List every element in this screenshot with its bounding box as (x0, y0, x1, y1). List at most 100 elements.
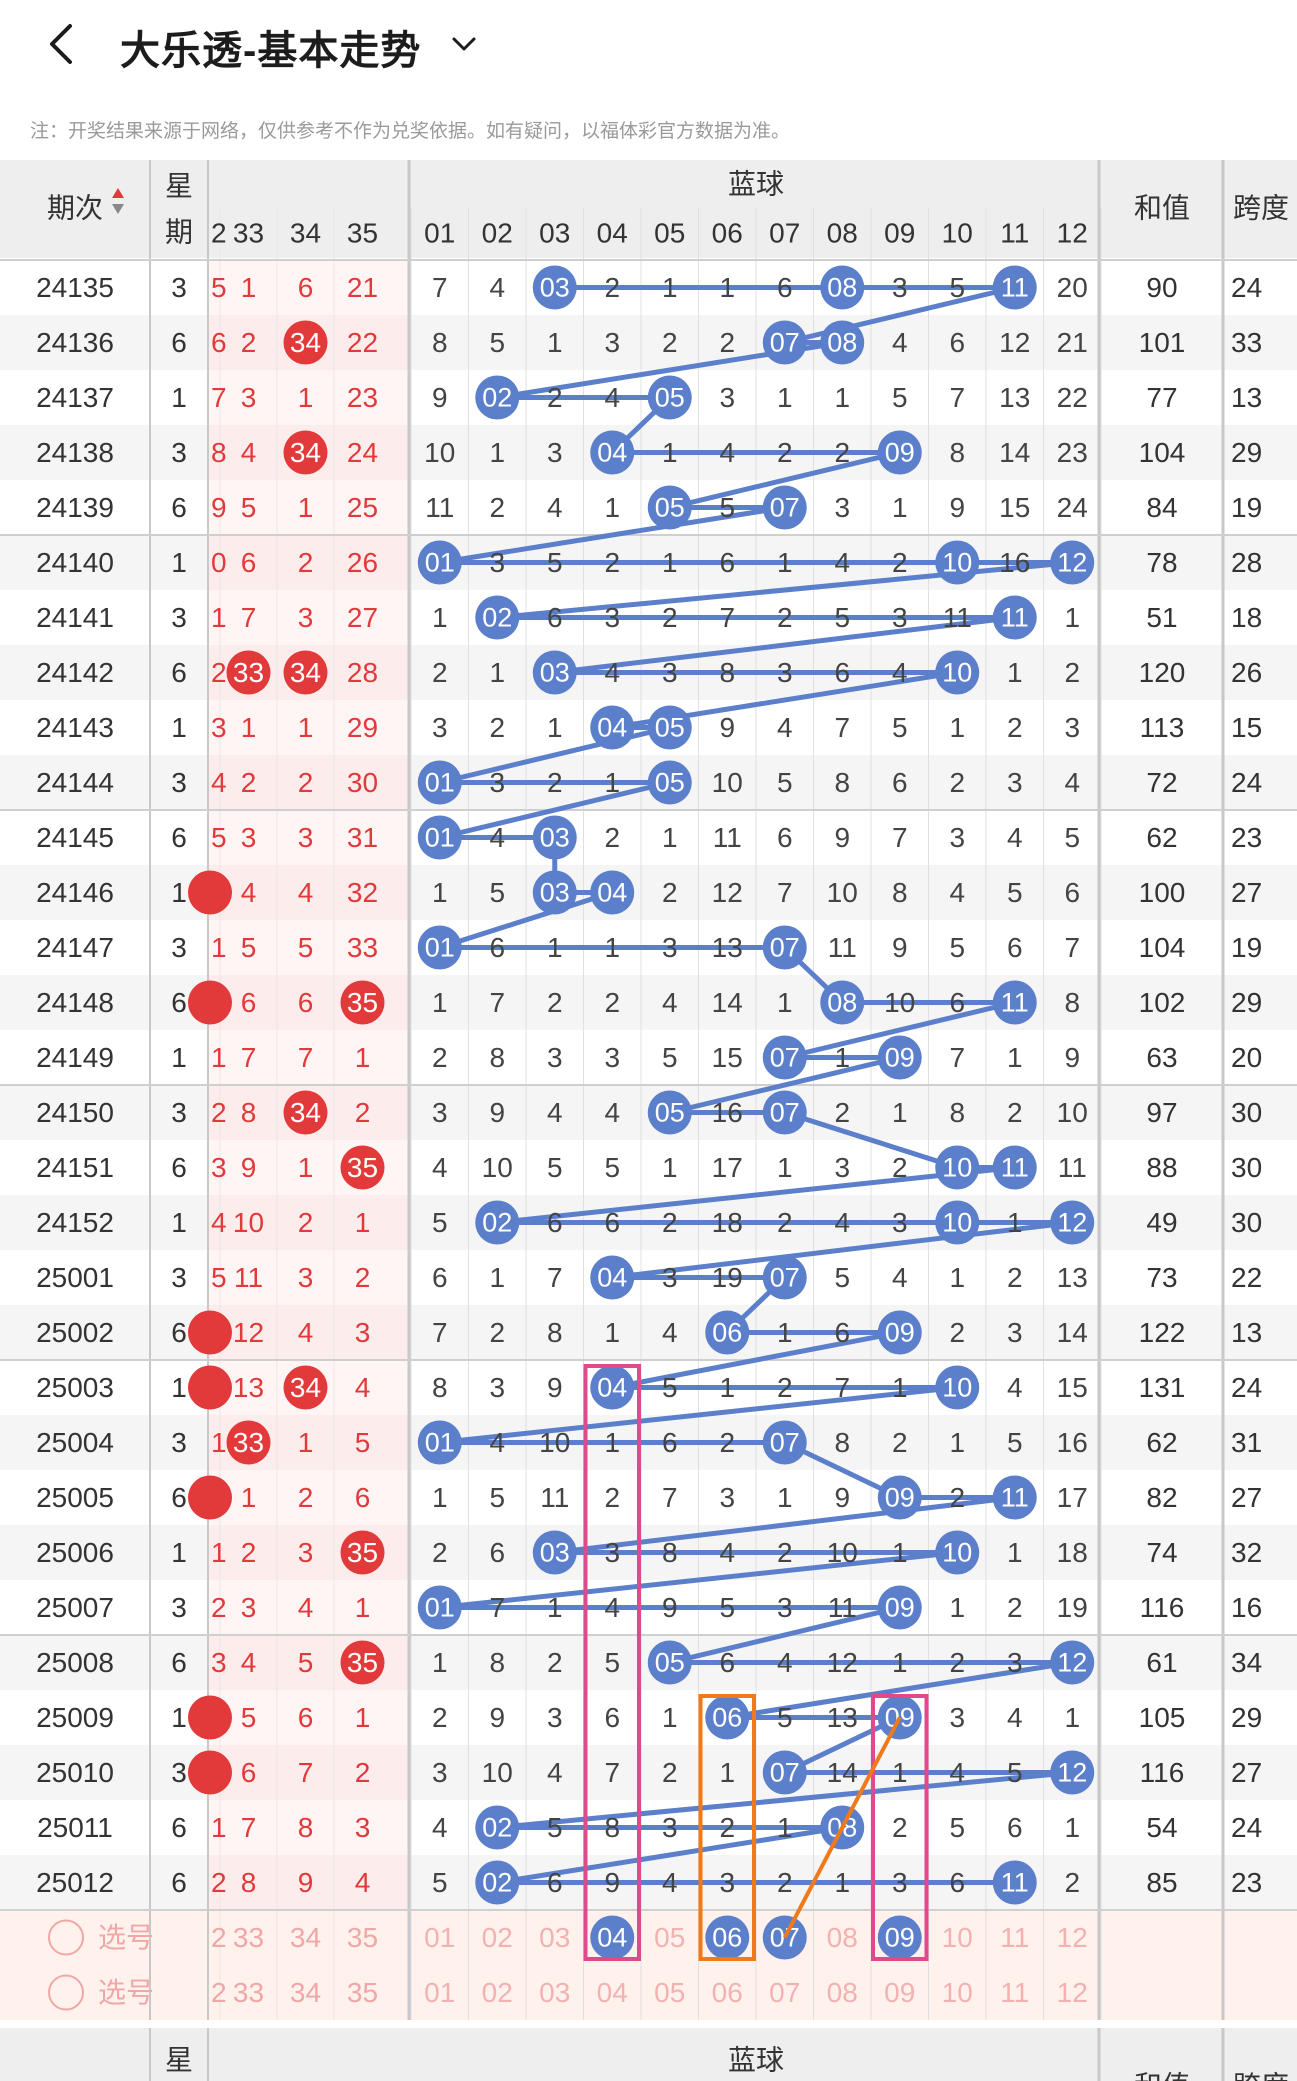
sum-cell: 131 (1139, 1372, 1186, 1403)
red-ball-number: 33 (233, 1427, 264, 1458)
pick-blue-number[interactable]: 01 (424, 1977, 455, 2008)
blue-omit-cell: 3 (719, 382, 735, 413)
blue-omit-cell: 9 (662, 1592, 678, 1623)
pick-blue-number[interactable]: 05 (654, 1922, 685, 1953)
pick-blue-number[interactable]: 08 (827, 1977, 858, 2008)
red-area-bg (208, 1195, 411, 1250)
blue-omit-cell: 1 (949, 1592, 965, 1623)
pick-red-number[interactable]: 35 (347, 1922, 378, 1953)
pick-blue-number[interactable]: 12 (1057, 1977, 1088, 2008)
blue-ball-number: 10 (942, 1538, 972, 1568)
pick-blue-number[interactable]: 07 (769, 1977, 800, 2008)
pick-red-number[interactable]: 33 (233, 1977, 264, 2008)
blue-number-header: 05 (654, 218, 685, 249)
period-cell: 24140 (36, 547, 114, 578)
pick-blue-number[interactable]: 09 (885, 1923, 915, 1953)
week-cell: 3 (171, 767, 187, 798)
sort-asc-icon[interactable] (112, 188, 124, 198)
table-row: 24148 6 6 6 35 1 7 2 2 4 14 1 08 10 6 11 8 102 29 (36, 980, 1262, 1025)
blue-omit-cell: 8 (1064, 987, 1080, 1018)
pick-blue-number[interactable]: 06 (712, 1923, 742, 1953)
pick-red-number[interactable]: 34 (290, 1922, 321, 1953)
blue-omit-cell: 9 (892, 932, 908, 963)
blue-omit-cell: 5 (662, 1042, 678, 1073)
blue-omit-cell: 4 (489, 822, 505, 853)
blue-omit-cell: 1 (432, 877, 448, 908)
red-omit-cell: 3 (211, 1647, 227, 1678)
blue-ball-hit (532, 870, 577, 915)
red-omit-cell: 2 (211, 1867, 227, 1898)
pick-blue-number[interactable]: 02 (482, 1922, 513, 1953)
blue-omit-cell: 1 (604, 1427, 620, 1458)
pick-blue-number[interactable]: 10 (942, 1922, 973, 1953)
red-omit-cell: 1 (211, 1812, 227, 1843)
blue-number-header: 12 (1057, 218, 1088, 249)
table-row: 24144 3 4 2 2 30 01 3 2 1 05 10 5 8 6 2 3 4 72 24 (36, 760, 1262, 805)
red-ball-hit (188, 870, 232, 915)
blue-omit-cell: 4 (489, 1427, 505, 1458)
blue-omit-cell: 2 (1064, 1867, 1080, 1898)
blue-ball-hit (532, 650, 577, 695)
sort-desc-icon[interactable] (112, 204, 124, 214)
blue-omit-cell: 9 (719, 712, 735, 743)
pick-red-number[interactable]: 2 (211, 1922, 227, 1953)
blue-ball-number: 10 (942, 548, 972, 578)
pick-blue-number[interactable]: 05 (654, 1977, 685, 2008)
pick-blue-number[interactable]: 01 (424, 1922, 455, 1953)
pick-blue-selected[interactable] (705, 1915, 750, 1960)
blue-omit-cell: 14 (827, 1757, 858, 1788)
pick-blue-number[interactable]: 03 (539, 1977, 570, 2008)
pick-blue-number[interactable]: 04 (597, 1923, 627, 1953)
pick-blue-number[interactable]: 06 (712, 1977, 743, 2008)
blue-omit-cell: 2 (604, 822, 620, 853)
blue-omit-cell: 5 (547, 1812, 563, 1843)
back-arrow-icon[interactable] (36, 14, 88, 74)
sum-cell: 104 (1139, 437, 1186, 468)
blue-ball-number: 04 (597, 1373, 627, 1403)
blue-ball-number: 11 (1001, 273, 1029, 303)
red-omit-cell: 1 (211, 602, 227, 633)
table-row: 24138 3 8 4 34 24 10 1 3 04 1 4 2 2 09 8 14 23 104 29 (36, 430, 1262, 475)
pick-blue-number[interactable]: 09 (884, 1977, 915, 2008)
pick-radio[interactable] (48, 1919, 84, 1956)
blue-omit-cell: 3 (604, 1042, 620, 1073)
pick-blue-number[interactable]: 03 (539, 1922, 570, 1953)
red-omit-cell: 23 (347, 382, 378, 413)
period-cell: 25001 (36, 1262, 114, 1293)
red-ball-hit (283, 1090, 328, 1135)
pick-blue-selected[interactable] (590, 1915, 635, 1960)
blue-omit-cell: 2 (547, 987, 563, 1018)
blue-omit-cell: 5 (1007, 877, 1023, 908)
red-omit-cell: 3 (241, 822, 257, 853)
trend-line (439, 1385, 958, 1445)
blue-omit-cell: 3 (432, 1757, 448, 1788)
red-omit-cell: 4 (298, 1592, 314, 1623)
pick-red-number[interactable]: 2 (211, 1977, 227, 2008)
pick-blue-number[interactable]: 10 (942, 1977, 973, 2008)
pick-red-number[interactable]: 33 (233, 1922, 264, 1953)
pick-blue-number[interactable]: 04 (597, 1977, 628, 2008)
pick-blue-selected[interactable] (877, 1915, 922, 1960)
blue-omit-cell: 3 (604, 327, 620, 358)
pick-blue-number[interactable]: 11 (1000, 1977, 1029, 2008)
blue-ball-hit (762, 320, 807, 365)
pick-radio[interactable] (48, 1974, 84, 2011)
trend-line (438, 890, 614, 950)
pick-blue-number[interactable]: 08 (827, 1922, 858, 1953)
pick-blue-number[interactable]: 02 (482, 1977, 513, 2008)
week-cell: 1 (171, 1372, 187, 1403)
blue-omit-cell: 2 (892, 1812, 908, 1843)
chevron-down-icon[interactable] (448, 28, 480, 60)
red-omit-cell: 2 (241, 767, 257, 798)
red-omit-cell: 0 (211, 547, 227, 578)
pick-red-number[interactable]: 34 (290, 1977, 321, 2008)
pick-blue-number[interactable]: 12 (1057, 1922, 1088, 1953)
blue-omit-cell: 2 (662, 327, 678, 358)
span-cell: 24 (1231, 767, 1262, 798)
pick-blue-number[interactable]: 11 (1000, 1922, 1029, 1953)
red-area-bg (208, 1305, 411, 1360)
blue-omit-cell: 1 (892, 1647, 908, 1678)
pick-red-number[interactable]: 35 (347, 1977, 378, 2008)
